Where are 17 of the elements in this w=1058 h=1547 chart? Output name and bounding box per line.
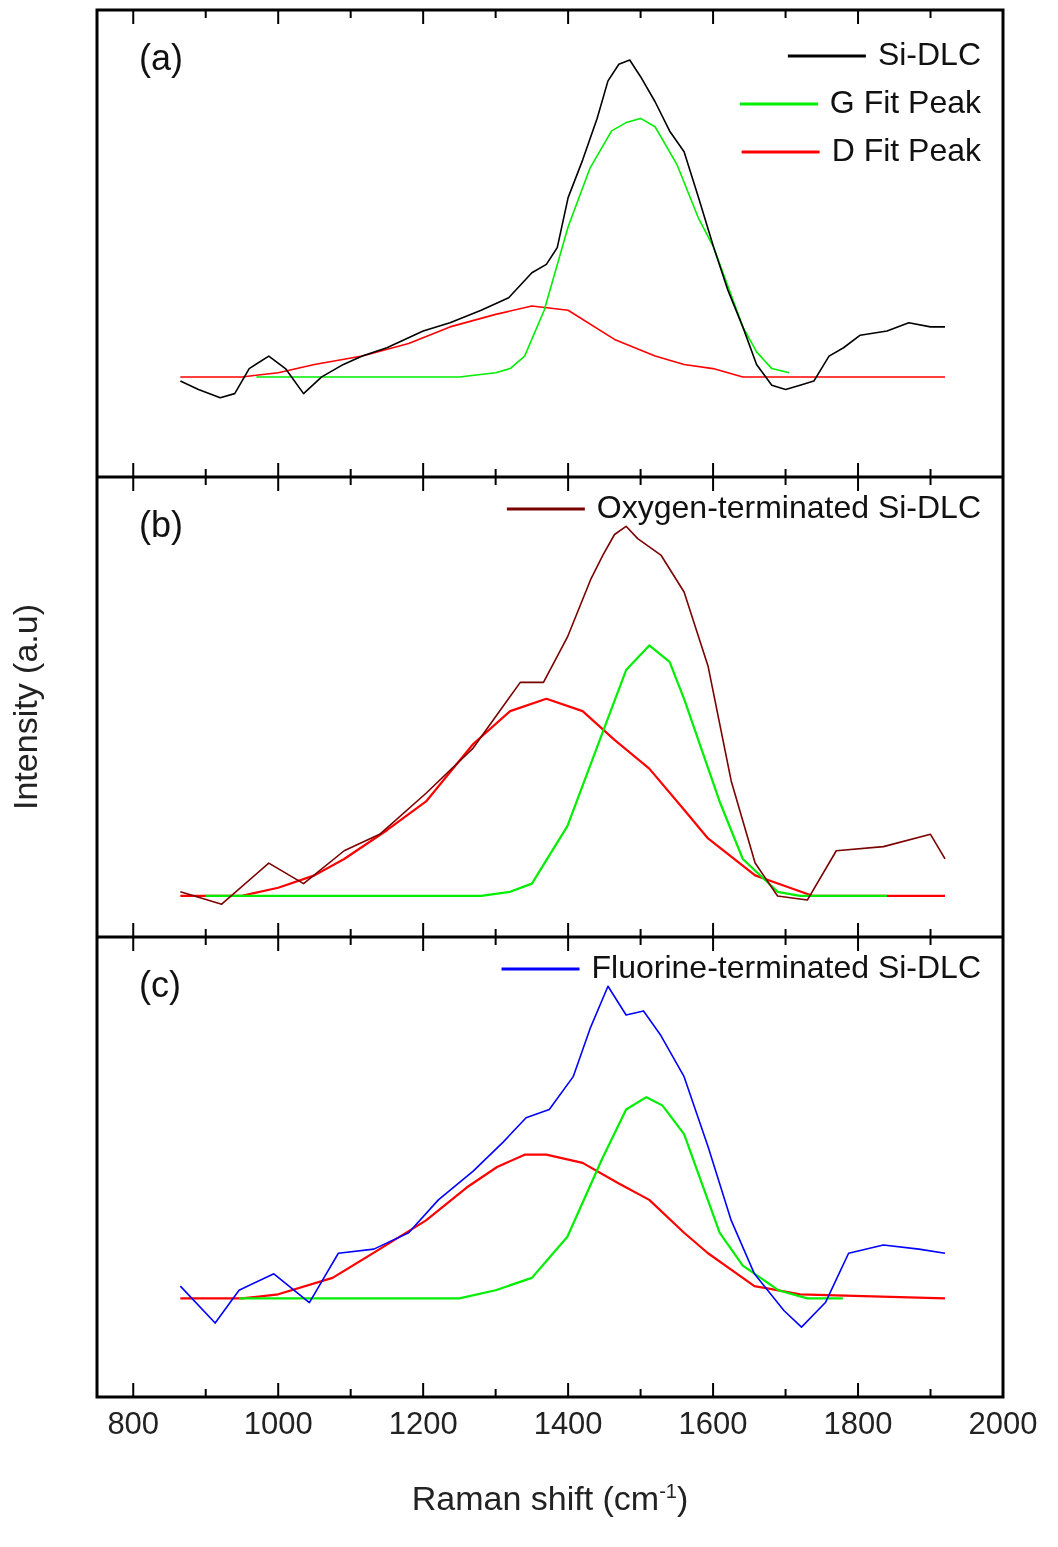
annotation: (c) — [139, 963, 181, 1005]
x-tick-label: 800 — [107, 1406, 160, 1442]
legend-label: Si-DLC — [877, 35, 981, 72]
legend-label: Oxygen-terminated Si-DLC — [596, 488, 981, 525]
x-tick-label: 1600 — [678, 1406, 748, 1442]
y-axis-title: Intensity (a.u) — [6, 604, 45, 810]
annotation: (b) — [139, 503, 183, 545]
x-tick-label: 1200 — [388, 1406, 458, 1442]
x-tick-label: 1400 — [533, 1406, 603, 1442]
legend-label: G Fit Peak — [829, 83, 982, 120]
legend-label: Fluorine-terminated Si-DLC — [591, 948, 981, 985]
annotation: (a) — [139, 36, 183, 78]
legend-label: D Fit Peak — [831, 131, 982, 168]
x-axis-title: Raman shift (cm$^{-1}$) — [410, 1479, 690, 1518]
x-tick-label: 2000 — [968, 1406, 1038, 1442]
x-tick-label: 1800 — [823, 1406, 893, 1442]
x-tick-label: 1000 — [243, 1406, 313, 1442]
